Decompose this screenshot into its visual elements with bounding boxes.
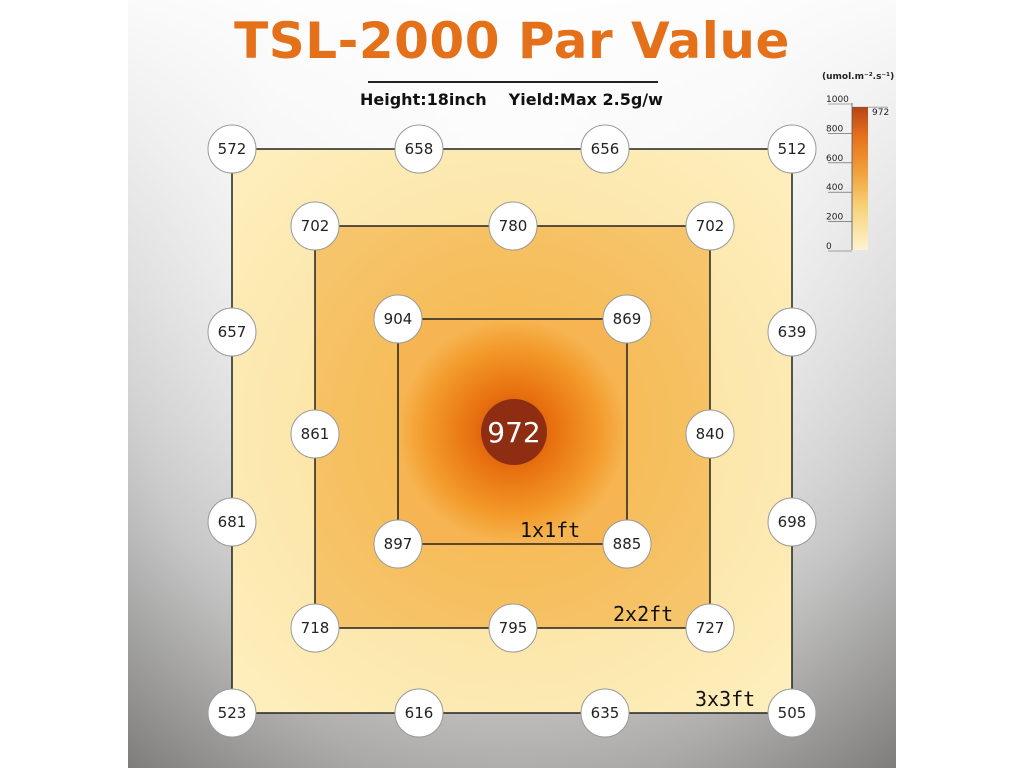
node-1x1-top-left: 904 bbox=[373, 294, 423, 344]
node-1x1-top-right-circle bbox=[602, 294, 652, 344]
node-center-value: 972 bbox=[487, 416, 540, 449]
legend-colorbar bbox=[852, 107, 868, 250]
yield-label: Yield:Max 2.5g/w bbox=[508, 90, 663, 109]
node-3x3-right-2: 698 bbox=[767, 497, 817, 547]
node-1x1-top-right-value: 869 bbox=[613, 310, 642, 328]
node-2x2-right-value: 840 bbox=[696, 425, 725, 443]
node-1x1-bottom-left-value: 897 bbox=[384, 535, 413, 553]
node-3x3-bottom-1: 616 bbox=[394, 688, 444, 738]
node-2x2-top-right-circle bbox=[685, 201, 735, 251]
legend-tick-600: 600 bbox=[826, 154, 843, 164]
node-2x2-bottom-right-circle bbox=[685, 603, 735, 653]
node-2x2-bottom-right: 727 bbox=[685, 603, 735, 653]
node-3x3-right-1-value: 639 bbox=[778, 323, 807, 341]
node-3x3-bottom-right-value: 505 bbox=[778, 704, 807, 722]
node-3x3-bottom-left: 523 bbox=[207, 688, 257, 738]
node-2x2-top: 780 bbox=[488, 201, 538, 251]
node-1x1-bottom-right: 885 bbox=[602, 519, 652, 569]
node-3x3-bottom-2-value: 635 bbox=[591, 704, 620, 722]
chart-title: TSL-2000 Par Value bbox=[234, 12, 790, 70]
node-2x2-bottom: 795 bbox=[488, 603, 538, 653]
node-3x3-top-left-value: 572 bbox=[218, 140, 247, 158]
node-2x2-left: 861 bbox=[290, 409, 340, 459]
node-1x1-bottom-right-value: 885 bbox=[613, 535, 642, 553]
node-2x2-bottom-circle bbox=[488, 603, 538, 653]
node-3x3-top-2: 656 bbox=[580, 124, 630, 174]
node-2x2-left-value: 861 bbox=[301, 425, 330, 443]
node-3x3-left-2-value: 681 bbox=[218, 513, 247, 531]
node-3x3-top-right-circle bbox=[767, 124, 817, 174]
legend-tick-200: 200 bbox=[826, 213, 843, 223]
legend-tick-0: 0 bbox=[826, 242, 832, 252]
node-3x3-top-1-circle bbox=[394, 124, 444, 174]
node-1x1-top-left-value: 904 bbox=[384, 310, 413, 328]
legend-max-label: 972 bbox=[872, 108, 889, 118]
node-2x2-bottom-left-value: 718 bbox=[301, 619, 330, 637]
node-2x2-top-circle bbox=[488, 201, 538, 251]
node-3x3-bottom-left-circle bbox=[207, 688, 257, 738]
node-3x3-top-2-value: 656 bbox=[591, 140, 620, 158]
node-center: 972 bbox=[481, 399, 547, 465]
node-1x1-bottom-left: 897 bbox=[373, 519, 423, 569]
node-3x3-top-right-value: 512 bbox=[778, 140, 807, 158]
node-1x1-top-left-circle bbox=[373, 294, 423, 344]
node-2x2-right-circle bbox=[685, 409, 735, 459]
height-label: Height:18inch bbox=[360, 90, 487, 109]
node-3x3-top-right: 512 bbox=[767, 124, 817, 174]
legend-tick-800: 800 bbox=[826, 124, 843, 134]
node-3x3-bottom-left-value: 523 bbox=[218, 704, 247, 722]
node-2x2-bottom-left-circle bbox=[290, 603, 340, 653]
node-2x2-bottom-value: 795 bbox=[499, 619, 528, 637]
node-2x2-top-left: 702 bbox=[290, 201, 340, 251]
node-3x3-left-1: 657 bbox=[207, 307, 257, 357]
node-1x1-bottom-left-circle bbox=[373, 519, 423, 569]
node-3x3-bottom-right: 505 bbox=[767, 688, 817, 738]
node-3x3-bottom-2: 635 bbox=[580, 688, 630, 738]
node-3x3-top-left-circle bbox=[207, 124, 257, 174]
subtitle: Height:18inch Yield:Max 2.5g/w bbox=[360, 90, 663, 109]
node-1x1-bottom-right-circle bbox=[602, 519, 652, 569]
node-3x3-left-2: 681 bbox=[207, 497, 257, 547]
zone-label-3x3ft: 3x3ft bbox=[695, 687, 755, 711]
node-3x3-top-2-circle bbox=[580, 124, 630, 174]
node-3x3-left-1-circle bbox=[207, 307, 257, 357]
node-3x3-right-1: 639 bbox=[767, 307, 817, 357]
node-2x2-bottom-right-value: 727 bbox=[696, 619, 725, 637]
node-2x2-left-circle bbox=[290, 409, 340, 459]
legend-tick-1000: 1000 bbox=[826, 95, 849, 105]
node-3x3-top-left: 572 bbox=[207, 124, 257, 174]
zone-label-1x1ft: 1x1ft bbox=[520, 518, 580, 542]
node-3x3-top-1-value: 658 bbox=[405, 140, 434, 158]
node-3x3-right-1-circle bbox=[767, 307, 817, 357]
node-3x3-left-2-circle bbox=[207, 497, 257, 547]
node-3x3-bottom-1-value: 616 bbox=[405, 704, 434, 722]
legend-unit: (umol.m⁻².s⁻¹) bbox=[822, 72, 895, 82]
node-3x3-bottom-1-circle bbox=[394, 688, 444, 738]
node-3x3-right-2-circle bbox=[767, 497, 817, 547]
node-1x1-top-right: 869 bbox=[602, 294, 652, 344]
node-3x3-bottom-2-circle bbox=[580, 688, 630, 738]
node-2x2-top-right: 702 bbox=[685, 201, 735, 251]
node-2x2-top-left-circle bbox=[290, 201, 340, 251]
node-2x2-bottom-left: 718 bbox=[290, 603, 340, 653]
node-2x2-right: 840 bbox=[685, 409, 735, 459]
node-3x3-left-1-value: 657 bbox=[218, 323, 247, 341]
node-2x2-top-value: 780 bbox=[499, 217, 528, 235]
node-2x2-top-right-value: 702 bbox=[696, 217, 725, 235]
node-2x2-top-left-value: 702 bbox=[301, 217, 330, 235]
node-center-circle bbox=[481, 399, 547, 465]
node-3x3-right-2-value: 698 bbox=[778, 513, 807, 531]
title-underline bbox=[368, 81, 658, 83]
zone-label-2x2ft: 2x2ft bbox=[613, 602, 673, 626]
node-3x3-bottom-right-circle bbox=[767, 688, 817, 738]
legend-tick-400: 400 bbox=[826, 183, 843, 193]
node-3x3-top-1: 658 bbox=[394, 124, 444, 174]
